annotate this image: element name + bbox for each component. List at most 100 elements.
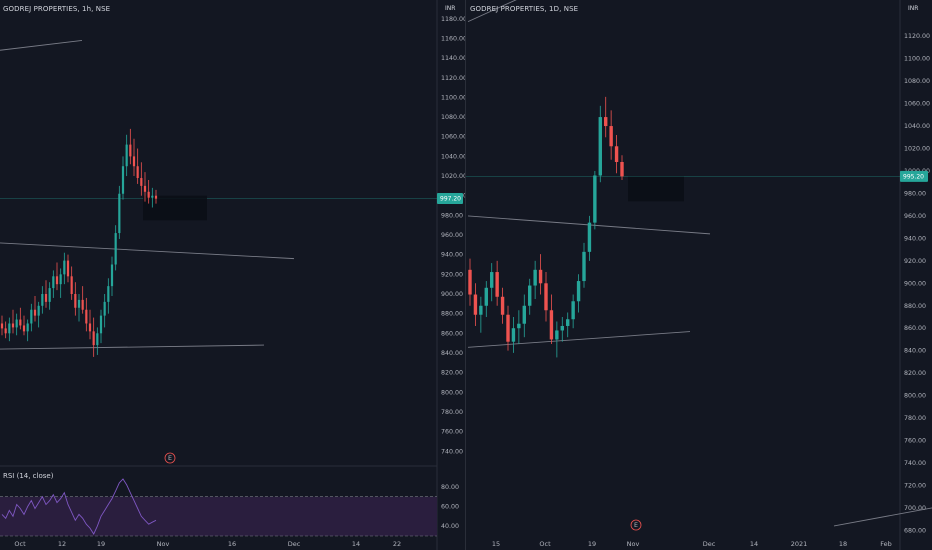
candle-body xyxy=(88,323,92,332)
pane-divider[interactable] xyxy=(465,0,466,550)
time-tick-label: 18 xyxy=(839,540,847,548)
candle-body xyxy=(107,286,110,302)
candle-body xyxy=(587,222,592,252)
price-tick-label: 740.00 xyxy=(441,448,463,455)
candle-body xyxy=(517,323,521,329)
hourly-chart-pane[interactable]: INR 740.00 760.00 780.00 800.00 820.00 840.00 8… xyxy=(0,0,466,550)
price-tick-label: 920.00 xyxy=(441,271,463,278)
last-price-label: 997.20 xyxy=(440,195,461,202)
candle-body xyxy=(506,314,510,342)
time-tick-label: Oct xyxy=(14,540,26,548)
rsi-band xyxy=(0,496,437,536)
price-tick-label: 940.00 xyxy=(441,252,463,259)
price-tick-label: 860.00 xyxy=(904,325,926,332)
earnings-marker xyxy=(630,519,642,531)
price-tick-label: 860.00 xyxy=(441,330,463,337)
candle-body xyxy=(22,325,26,332)
candle-body xyxy=(30,309,33,324)
price-tick-label: 1100.00 xyxy=(904,56,930,63)
candle-body xyxy=(110,264,114,287)
price-tick-label: 720.00 xyxy=(904,482,926,489)
price-tick-label: 1120.00 xyxy=(904,33,930,40)
last-price-label: 995.20 xyxy=(903,173,924,180)
price-tick-label: 1060.00 xyxy=(441,134,466,141)
trendline xyxy=(833,507,932,527)
currency-label: INR xyxy=(445,5,455,12)
candle-body xyxy=(37,305,40,316)
chart-title: GODREJ PROPERTIES, 1h, NSE xyxy=(3,5,111,13)
rsi-tick-label: 40.00 xyxy=(441,523,459,530)
candle-body xyxy=(495,272,499,297)
earnings-marker xyxy=(164,452,176,464)
last-price-tag xyxy=(900,170,928,182)
time-tick-label: 2021 xyxy=(791,540,808,548)
candle-body xyxy=(538,269,543,284)
price-tick-label: 1180.00 xyxy=(441,16,466,23)
candle-body xyxy=(566,319,570,326)
price-tick-label: 1020.00 xyxy=(904,146,930,153)
price-tick-label: 980.00 xyxy=(904,190,926,197)
price-tick-label: 800.00 xyxy=(904,393,926,400)
candle-body xyxy=(19,319,22,326)
price-tick-label: 820.00 xyxy=(441,370,463,377)
trendline xyxy=(0,344,265,350)
candle-body xyxy=(555,330,559,340)
rsi-tick-label: 80.00 xyxy=(441,484,459,491)
time-tick-label: 14 xyxy=(750,540,758,548)
hourly-chart-canvas[interactable]: INR 740.00 760.00 780.00 800.00 820.00 840.00 8… xyxy=(0,0,466,550)
price-tick-label: 880.00 xyxy=(441,311,463,318)
candle-body xyxy=(479,305,483,315)
daily-chart-canvas[interactable]: INR 680.00 700.00 720.00 740.00 760.00 780.00 8… xyxy=(466,0,932,550)
candle-body xyxy=(26,323,29,332)
candle-body xyxy=(598,117,602,176)
candle-body xyxy=(103,301,106,316)
candle-body xyxy=(576,281,581,302)
price-tick-label: 1080.00 xyxy=(904,78,930,85)
candle-body xyxy=(59,274,62,285)
chart-title: GODREJ PROPERTIES, 1D, NSE xyxy=(470,5,579,13)
candle-body xyxy=(522,305,526,324)
candle-body xyxy=(125,144,128,167)
projection-box xyxy=(143,195,207,221)
candle-body xyxy=(66,260,70,277)
price-tick-label: 1020.00 xyxy=(441,173,466,180)
time-tick-label: Dec xyxy=(288,540,301,548)
candle-body xyxy=(528,285,532,306)
price-tick-label: 1100.00 xyxy=(441,94,466,101)
candle-body xyxy=(55,276,59,285)
time-tick-label: Feb xyxy=(880,540,892,548)
daily-chart-pane[interactable]: INR 680.00 700.00 720.00 740.00 760.00 780.00 8… xyxy=(466,0,932,550)
price-tick-label: 800.00 xyxy=(441,389,463,396)
price-tick-label: 1060.00 xyxy=(904,101,930,108)
price-tick-label: 900.00 xyxy=(441,291,463,298)
candle-body xyxy=(8,323,11,334)
price-tick-label: 680.00 xyxy=(904,527,926,534)
candle-body xyxy=(473,294,478,315)
currency-label: INR xyxy=(908,5,918,12)
candle-body xyxy=(96,333,99,346)
price-tick-label: 780.00 xyxy=(441,409,463,416)
candle-body xyxy=(544,283,548,311)
price-tick-label: 880.00 xyxy=(904,303,926,310)
time-tick-label: Nov xyxy=(627,540,640,548)
last-price-tag xyxy=(437,192,463,204)
candle-body xyxy=(620,161,624,177)
candle-body xyxy=(147,191,150,198)
candle-body xyxy=(151,195,154,198)
price-tick-label: 840.00 xyxy=(904,348,926,355)
price-tick-label: 840.00 xyxy=(441,350,463,357)
candle-body xyxy=(118,193,121,234)
candle-body xyxy=(143,185,147,192)
candle-body xyxy=(490,272,494,288)
price-tick-label: 700.00 xyxy=(904,505,926,512)
price-tick-label: 740.00 xyxy=(904,460,926,467)
trendline xyxy=(0,242,295,260)
candle-body xyxy=(81,299,84,310)
candle-body xyxy=(114,233,117,265)
candle-body xyxy=(511,328,516,342)
candle-body xyxy=(604,117,608,127)
candle-body xyxy=(4,328,7,334)
price-tick-label: 820.00 xyxy=(904,370,926,377)
price-tick-label: 760.00 xyxy=(904,438,926,445)
candle-body xyxy=(549,310,554,340)
